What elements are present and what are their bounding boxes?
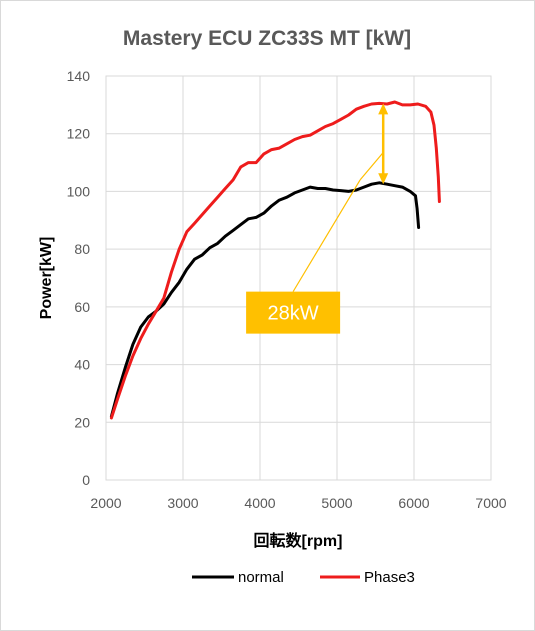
- arrow-head-down: [378, 173, 389, 185]
- series-line-normal: [109, 181, 421, 418]
- annotation-leader-line: [359, 152, 384, 181]
- y-tick-label: 80: [74, 241, 90, 257]
- gain-label: 28kW: [268, 303, 319, 325]
- x-tick-label: 3000: [167, 495, 198, 511]
- y-axis-ticks: 0 20 40 60 80 100 120 140: [67, 68, 91, 488]
- arrow-head-up: [378, 103, 389, 115]
- y-tick-label: 0: [82, 472, 90, 488]
- x-tick-label: 5000: [321, 495, 352, 511]
- y-tick-label: 40: [74, 357, 90, 373]
- y-tick-label: 140: [67, 68, 91, 84]
- y-tick-label: 100: [67, 183, 91, 199]
- chart-title: Mastery ECU ZC33S MT [kW]: [123, 27, 411, 50]
- x-axis-label: 回転数[rpm]: [254, 531, 343, 550]
- x-tick-label: 6000: [398, 495, 429, 511]
- y-tick-label: 20: [74, 414, 90, 430]
- x-tick-label: 4000: [244, 495, 275, 511]
- annotation-label-leader: [292, 179, 361, 292]
- x-tick-label: 2000: [90, 495, 121, 511]
- power-gain-annotation: 28kW: [246, 103, 389, 334]
- y-axis-label: Power[kW]: [38, 237, 55, 320]
- series-layer: [109, 100, 441, 420]
- legend: normal Phase3: [192, 569, 415, 586]
- y-tick-label: 60: [74, 299, 90, 315]
- legend-label-normal: normal: [238, 569, 284, 586]
- y-tick-label: 120: [67, 126, 91, 142]
- series-line-phase3: [109, 100, 441, 420]
- plot-area-border: [105, 75, 492, 481]
- gain-label-box: [246, 291, 341, 334]
- x-axis-ticks: 2000 3000 4000 5000 6000 7000: [90, 495, 506, 511]
- legend-label-phase3: Phase3: [364, 569, 415, 586]
- x-tick-label: 7000: [475, 495, 506, 511]
